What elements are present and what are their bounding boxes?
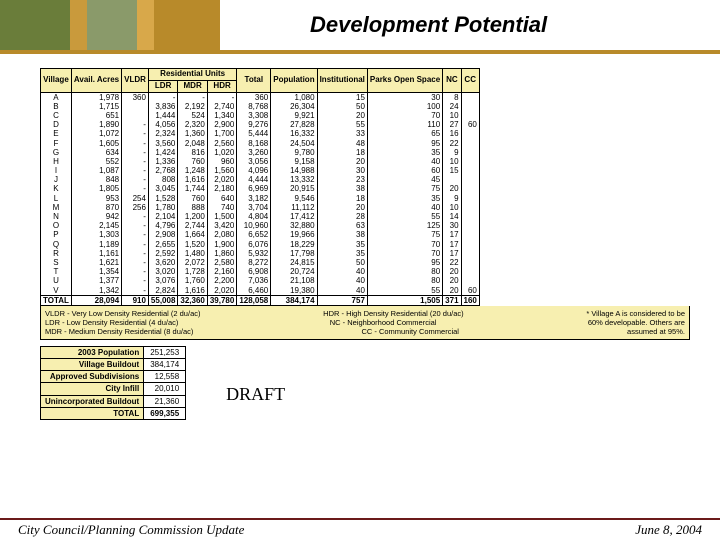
development-table: Village Avail. Acres VLDR Residential Un…: [40, 68, 480, 306]
col-cc: CC: [461, 69, 479, 93]
table-row: U1,377-3,0761,7602,2007,03621,108408020: [41, 276, 480, 285]
table-row: O2,145-4,7962,7443,42010,96032,880631253…: [41, 221, 480, 230]
table-row: J848-8081,6162,0204,44413,3322345: [41, 175, 480, 184]
table-row: F1,605-3,5602,0482,5608,16824,504489522: [41, 139, 480, 148]
table-row: G634-1,4248161,0203,2609,78018359: [41, 148, 480, 157]
summary-row: Unincorporated Buildout21,360: [41, 395, 186, 407]
table-footnotes: VLDR - Very Low Density Residential (2 d…: [40, 306, 690, 340]
table-row: S1,621-3,6202,0722,5808,27224,815509522: [41, 258, 480, 267]
col-nc: NC: [443, 69, 461, 93]
col-hdr: HDR: [207, 80, 236, 92]
table-row: C6511,4445241,3403,3089,921207010: [41, 111, 480, 120]
draft-label: DRAFT: [226, 384, 285, 420]
banner-images: [0, 0, 220, 50]
col-village: Village: [41, 69, 72, 93]
col-avail: Avail. Acres: [71, 69, 121, 93]
col-total: Total: [237, 69, 271, 93]
table-row: T1,354-3,0201,7282,1606,90820,724408020: [41, 267, 480, 276]
table-row: B1,7153,8362,1922,7408,76826,3045010024: [41, 102, 480, 111]
col-residential: Residential Units: [148, 69, 236, 81]
col-parks: Parks Open Space: [367, 69, 442, 93]
col-ldr: LDR: [148, 80, 177, 92]
summary-row: City Infill20,010: [41, 383, 186, 395]
summary-row: 2003 Population251,253: [41, 346, 186, 358]
table-row: E1,072-2,3241,3601,7005,44416,332336516: [41, 129, 480, 138]
footer-right: June 8, 2004: [635, 522, 702, 538]
table-row: M8702561,7808887403,70411,112204010: [41, 203, 480, 212]
summary-table: 2003 Population251,253Village Buildout38…: [40, 346, 186, 420]
table-row: P1,303-2,9081,6642,0806,65219,966387517: [41, 230, 480, 239]
col-vldr: VLDR: [122, 69, 149, 93]
table-row: H552-1,3367609603,0569,158204010: [41, 157, 480, 166]
col-inst: Institutional: [317, 69, 367, 93]
col-pop: Population: [271, 69, 317, 93]
footer-left: City Council/Planning Commission Update: [18, 522, 244, 538]
table-row: V1,342-2,8241,6162,0206,46019,3804055206…: [41, 286, 480, 296]
col-mdr: MDR: [178, 80, 207, 92]
table-row: L9532541,5287606403,1829,54618359: [41, 194, 480, 203]
summary-row: Village Buildout384,174: [41, 359, 186, 371]
total-row: TOTAL28,09491055,00832,36039,780128,0583…: [41, 295, 480, 305]
table-row: Q1,189-2,6551,5201,9006,07618,229357017: [41, 240, 480, 249]
summary-row: TOTAL699,355: [41, 407, 186, 419]
table-row: N942-2,1041,2001,5004,80417,412285514: [41, 212, 480, 221]
header-banner: Development Potential: [0, 0, 720, 50]
footer: City Council/Planning Commission Update …: [0, 518, 720, 540]
page-title: Development Potential: [310, 12, 547, 38]
table-row: R1,161-2,5921,4801,8605,93217,798357017: [41, 249, 480, 258]
table-row: A1,978360---3601,08015308: [41, 92, 480, 102]
table-row: I1,087-2,7681,2481,5604,09614,988306015: [41, 166, 480, 175]
table-row: D1,890-4,0562,3202,9009,27627,8285511027…: [41, 120, 480, 129]
table-row: K1,805-3,0451,7442,1806,96920,915387520: [41, 184, 480, 193]
divider: [0, 50, 720, 54]
summary-row: Approved Subdivisions12,558: [41, 371, 186, 383]
